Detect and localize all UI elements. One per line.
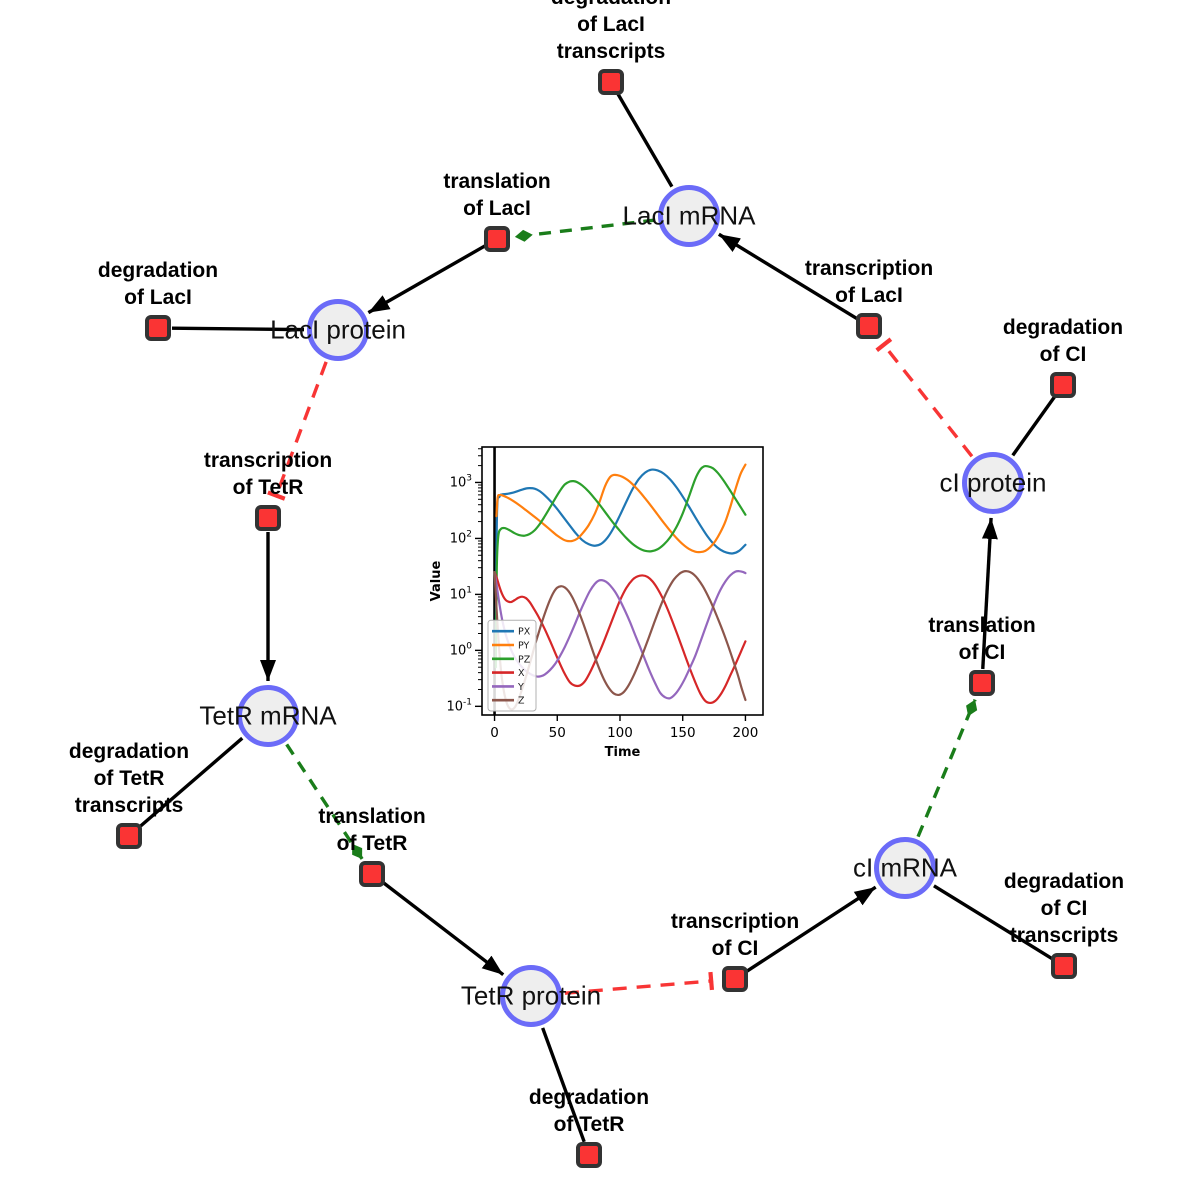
- legend-label-x: X: [518, 668, 525, 679]
- edge-tetr-mrna-to-degradation-of-tetr-transcripts: [138, 736, 244, 829]
- species-node-ci-protein[interactable]: [962, 452, 1024, 514]
- reaction-label-translation-of-laci: translation of LacI: [443, 170, 551, 220]
- species-label-laci-mrna: LacI mRNA: [622, 200, 756, 231]
- series-line-px: [494, 468, 747, 635]
- edge-tetr-protein-to-transcription-of-ci: [564, 971, 715, 995]
- edge-translation-of-tetr-to-tetr-protein: [382, 881, 505, 977]
- reaction-node-translation-of-laci[interactable]: [484, 226, 510, 252]
- reaction-label-translation-of-ci: translation of CI: [928, 614, 1036, 664]
- edge-laci-mrna-to-degradation-of-laci-transcripts: [616, 93, 674, 188]
- species-node-laci-mrna[interactable]: [658, 185, 720, 247]
- legend-label-py: PY: [518, 641, 530, 652]
- reaction-node-degradation-of-laci-transcripts[interactable]: [598, 69, 624, 95]
- edge-translation-of-ci-to-ci-protein: [981, 517, 998, 670]
- y-axis-label: Value: [429, 560, 444, 601]
- y-tick-label: 10-1: [446, 697, 472, 714]
- edge-ci-mrna-to-degradation-of-ci-transcripts: [933, 884, 1053, 961]
- reaction-node-degradation-of-tetr[interactable]: [576, 1142, 602, 1168]
- y-tick-label: 100: [450, 641, 473, 658]
- edge-ci-protein-to-transcription-of-laci: [875, 337, 974, 458]
- y-tick-label: 102: [450, 529, 472, 546]
- reaction-node-degradation-of-laci[interactable]: [145, 315, 171, 341]
- legend-label-y: Y: [517, 682, 524, 693]
- series-line-py: [495, 463, 747, 554]
- x-tick-label: 150: [670, 725, 696, 741]
- reaction-node-degradation-of-tetr-transcripts[interactable]: [116, 823, 142, 849]
- series-line-pz: [494, 464, 747, 669]
- edge-transcription-of-ci-to-ci-mrna: [745, 885, 877, 973]
- chart-legend: PX PY PZ XYZ: [487, 619, 537, 712]
- species-label-laci-protein: LacI protein: [270, 314, 406, 345]
- edge-ci-protein-to-degradation-of-ci: [1011, 395, 1057, 457]
- reaction-label-degradation-of-tetr: degradation of TetR: [528, 1086, 650, 1136]
- edge-transcription-of-laci-to-laci-mrna: [717, 232, 858, 321]
- species-node-ci-mrna[interactable]: [874, 837, 936, 899]
- reaction-node-translation-of-ci[interactable]: [969, 670, 995, 696]
- reaction-node-degradation-of-ci-transcripts[interactable]: [1051, 953, 1077, 979]
- x-axis-label: Time: [605, 745, 641, 760]
- reaction-node-transcription-of-laci[interactable]: [856, 313, 882, 339]
- simulation-plot: 0 50 100 150 200 10-1 100 101 102 103 Time Value PX P…: [428, 438, 773, 760]
- edge-laci-protein-to-degradation-of-laci: [171, 326, 305, 332]
- species-label-tetr-mrna: TetR mRNA: [199, 700, 337, 731]
- reaction-label-transcription-of-laci: transcription of LacI: [804, 257, 934, 307]
- species-node-laci-protein[interactable]: [307, 299, 369, 361]
- reaction-label-translation-of-tetr: translation of TetR: [318, 805, 426, 855]
- x-tick-label: 200: [733, 725, 759, 741]
- legend-label-px: PX: [518, 627, 531, 638]
- reaction-node-transcription-of-ci[interactable]: [722, 966, 748, 992]
- x-tick-label: 100: [607, 725, 633, 741]
- reaction-label-degradation-of-laci-transcripts: degradation of LacI transcripts: [551, 0, 671, 63]
- chart-svg: 0 50 100 150 20010-1100101102103TimeValuePXP…: [429, 446, 764, 760]
- reaction-node-degradation-of-ci[interactable]: [1050, 372, 1076, 398]
- y-tick-label: 103: [450, 473, 472, 490]
- reaction-label-degradation-of-ci: degradation of CI: [1002, 316, 1124, 366]
- reaction-label-degradation-of-ci-transcripts: degradation of CI transcripts: [1003, 870, 1125, 947]
- reaction-label-degradation-of-laci: degradation of LacI: [97, 259, 219, 309]
- species-node-tetr-mrna[interactable]: [237, 685, 299, 747]
- species-label-ci-protein: cI protein: [939, 467, 1047, 498]
- reaction-label-transcription-of-tetr: transcription of TetR: [203, 449, 333, 499]
- edge-laci-protein-to-transcription-of-tetr: [267, 361, 328, 501]
- x-tick-label: 0: [490, 725, 499, 741]
- reaction-node-transcription-of-tetr[interactable]: [255, 505, 281, 531]
- edge-laci-mrna-to-translation-of-laci: [514, 218, 656, 242]
- edge-tetr-mrna-to-translation-of-tetr: [285, 743, 364, 860]
- reaction-label-transcription-of-ci: transcription of CI: [670, 910, 800, 960]
- reaction-node-translation-of-tetr[interactable]: [359, 861, 385, 887]
- species-node-tetr-protein[interactable]: [500, 965, 562, 1027]
- species-label-tetr-protein: TetR protein: [460, 980, 602, 1011]
- y-tick-label: 101: [450, 585, 472, 602]
- legend-label-pz: PZ: [518, 654, 531, 665]
- edge-translation-of-laci-to-laci-protein: [367, 244, 486, 315]
- species-label-ci-mrna: cI mRNA: [853, 852, 957, 883]
- series-line-x: [493, 571, 747, 705]
- reaction-label-degradation-of-tetr-transcripts: degradation of TetR transcripts: [68, 740, 190, 817]
- edge-ci-mrna-to-translation-of-ci: [916, 698, 978, 838]
- x-tick-label: 50: [549, 725, 566, 741]
- edge-tetr-protein-to-degradation-of-tetr: [541, 1027, 586, 1143]
- legend-label-z: Z: [518, 696, 525, 707]
